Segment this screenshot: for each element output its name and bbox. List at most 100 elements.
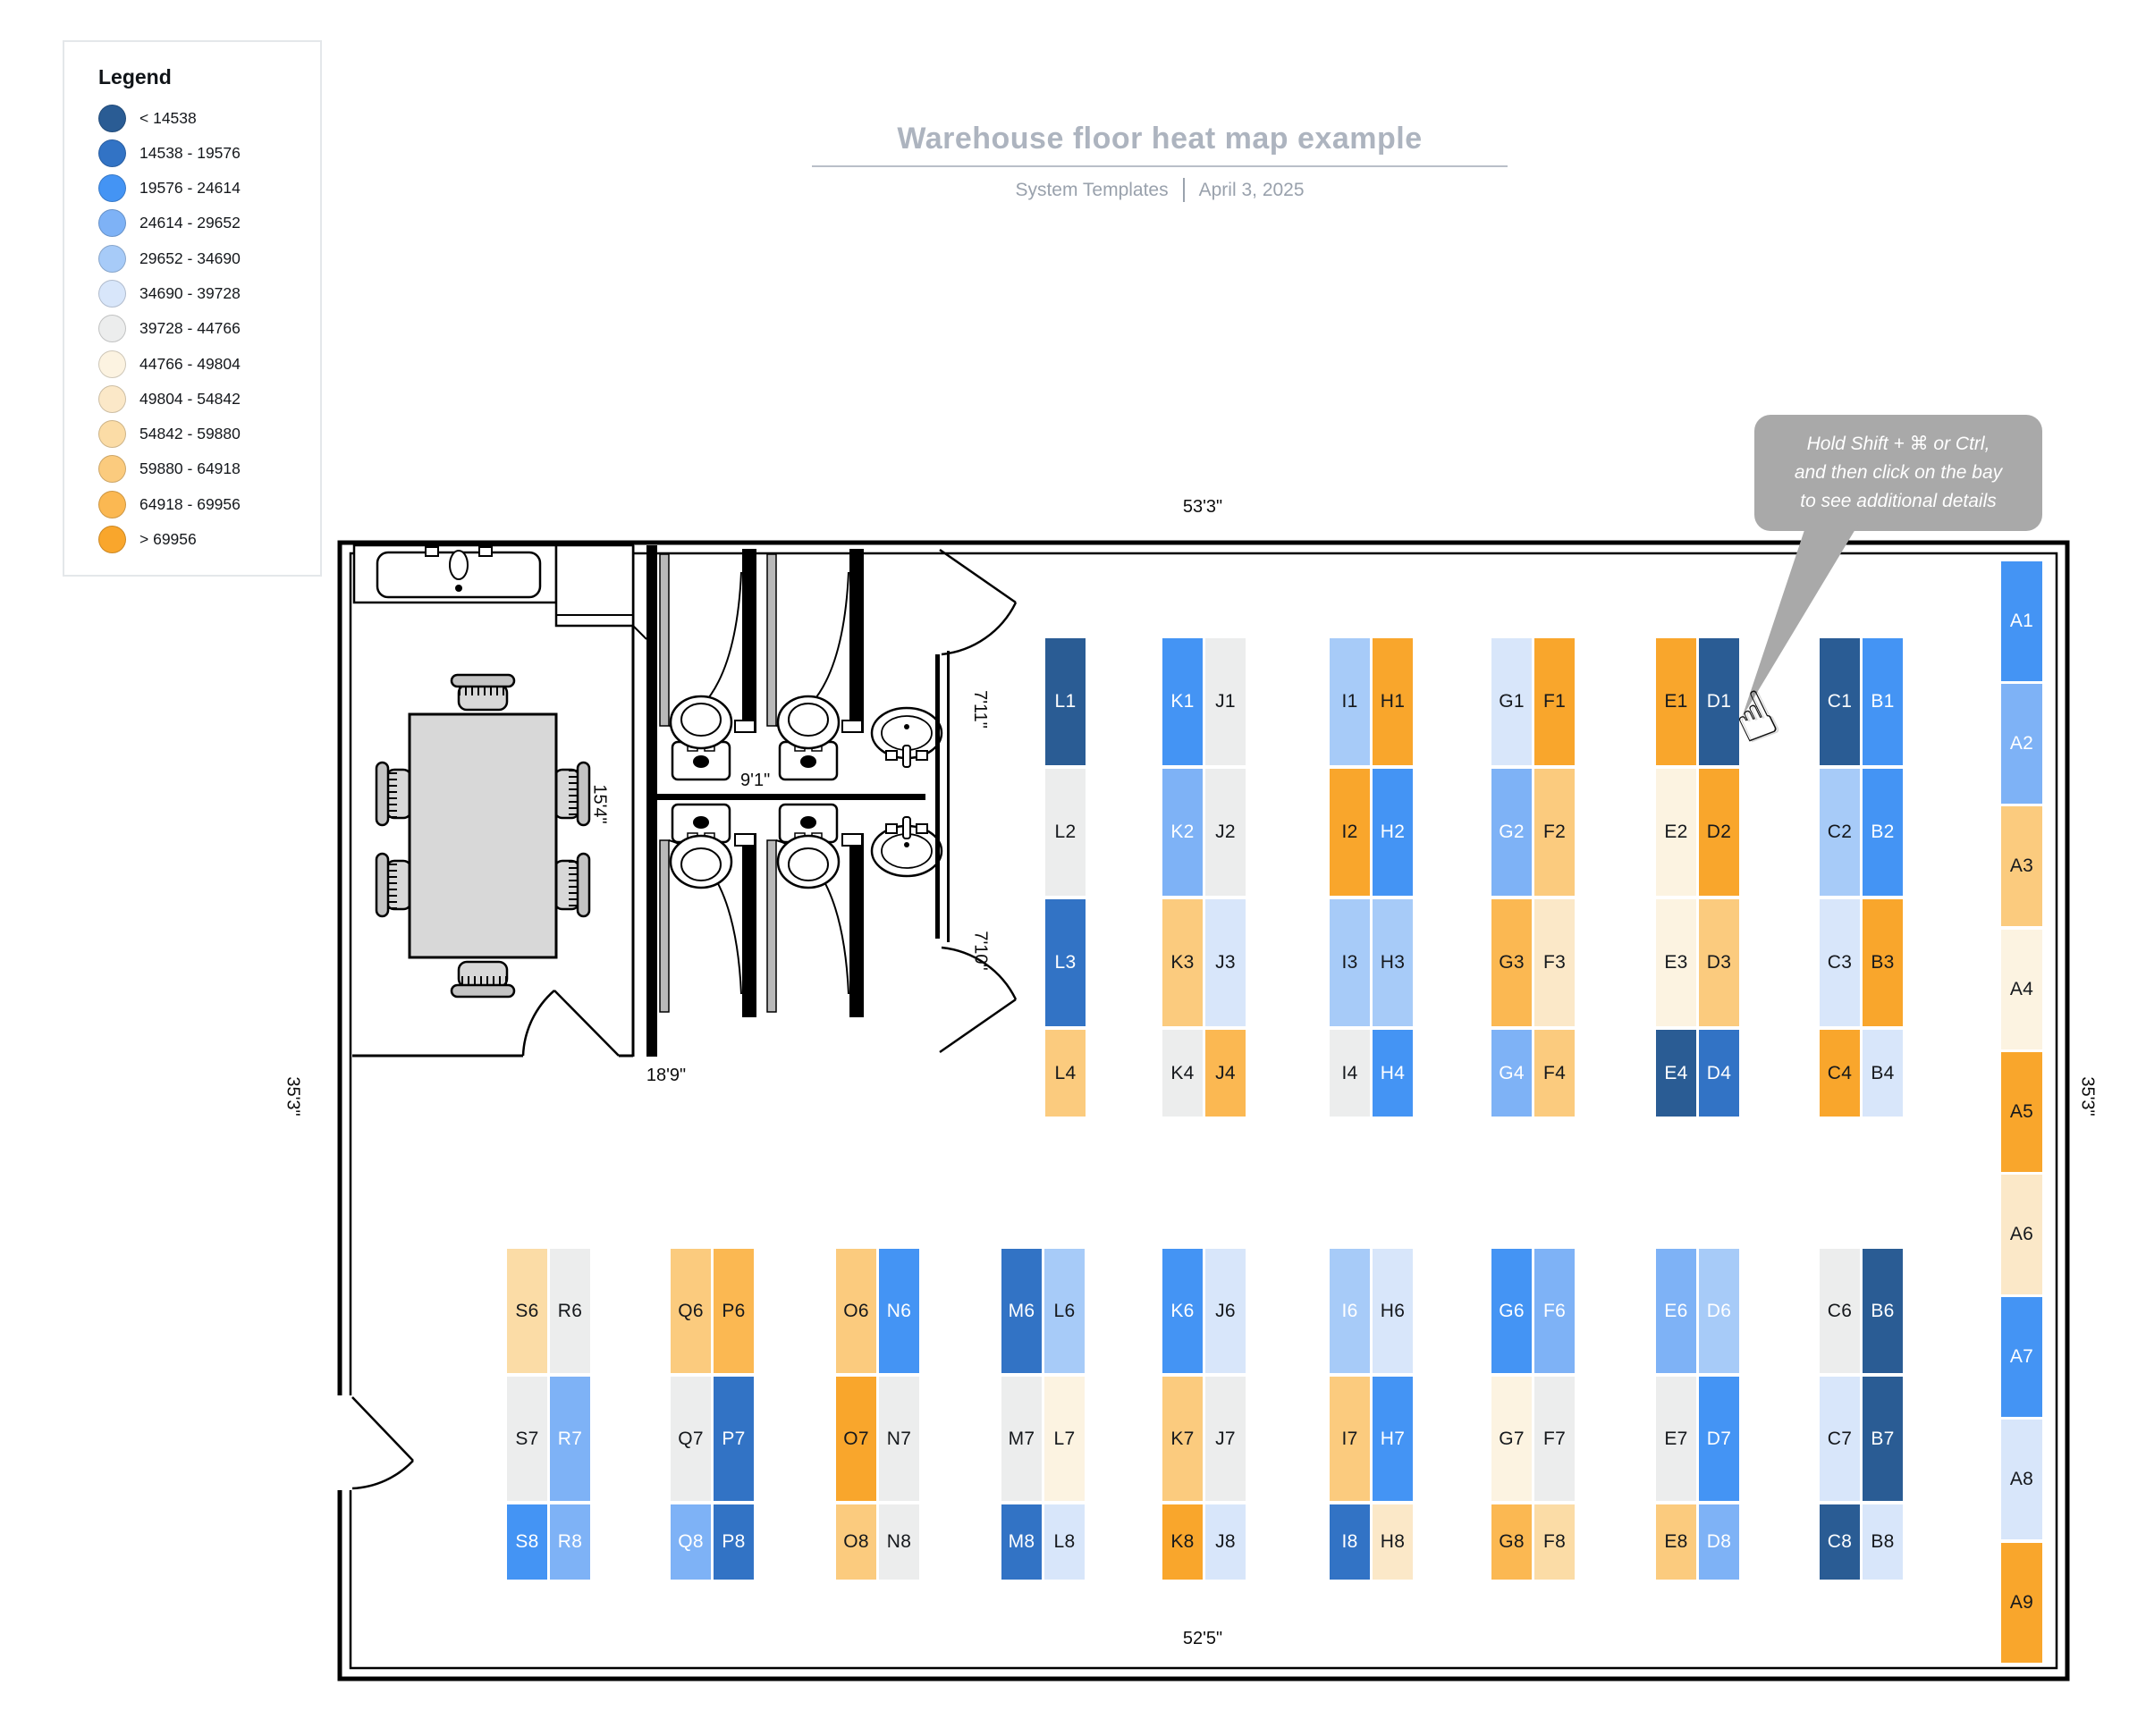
bay-L2[interactable]: L2 (1045, 769, 1086, 896)
bay-L4[interactable]: L4 (1045, 1030, 1086, 1117)
bay-K7[interactable]: K7 (1162, 1377, 1203, 1501)
bay-A9[interactable]: A9 (2001, 1543, 2042, 1663)
bay-A4[interactable]: A4 (2001, 930, 2042, 1049)
bay-K2[interactable]: K2 (1162, 769, 1203, 896)
bay-H8[interactable]: H8 (1373, 1504, 1413, 1580)
bay-C2[interactable]: C2 (1820, 769, 1860, 896)
bay-N8[interactable]: N8 (879, 1504, 919, 1580)
bay-J6[interactable]: J6 (1205, 1249, 1246, 1373)
bay-A7[interactable]: A7 (2001, 1297, 2042, 1417)
bay-R8[interactable]: R8 (550, 1504, 590, 1580)
bay-G6[interactable]: G6 (1491, 1249, 1532, 1373)
bay-D8[interactable]: D8 (1699, 1504, 1739, 1580)
bay-L6[interactable]: L6 (1044, 1249, 1085, 1373)
bay-G7[interactable]: G7 (1491, 1377, 1532, 1501)
bay-Q8[interactable]: Q8 (671, 1504, 711, 1580)
bay-C4[interactable]: C4 (1820, 1030, 1860, 1117)
bay-H3[interactable]: H3 (1373, 899, 1413, 1026)
bay-F3[interactable]: F3 (1534, 899, 1575, 1026)
bay-E3[interactable]: E3 (1656, 899, 1696, 1026)
bay-A1[interactable]: A1 (2001, 561, 2042, 681)
bay-J7[interactable]: J7 (1205, 1377, 1246, 1501)
bay-A2[interactable]: A2 (2001, 684, 2042, 804)
bay-J2[interactable]: J2 (1205, 769, 1246, 896)
bay-P8[interactable]: P8 (714, 1504, 754, 1580)
bay-N6[interactable]: N6 (879, 1249, 919, 1373)
bay-F8[interactable]: F8 (1534, 1504, 1575, 1580)
bay-A5[interactable]: A5 (2001, 1052, 2042, 1172)
bay-F7[interactable]: F7 (1534, 1377, 1575, 1501)
bay-B6[interactable]: B6 (1863, 1249, 1903, 1373)
bay-B7[interactable]: B7 (1863, 1377, 1903, 1501)
bay-B4[interactable]: B4 (1863, 1030, 1903, 1117)
bay-M8[interactable]: M8 (1001, 1504, 1042, 1580)
bay-K8[interactable]: K8 (1162, 1504, 1203, 1580)
bay-J1[interactable]: J1 (1205, 638, 1246, 765)
bay-A3[interactable]: A3 (2001, 806, 2042, 926)
bay-L7[interactable]: L7 (1044, 1377, 1085, 1501)
bay-S8[interactable]: S8 (507, 1504, 547, 1580)
bay-C8[interactable]: C8 (1820, 1504, 1860, 1580)
bay-Q6[interactable]: Q6 (671, 1249, 711, 1373)
bay-J3[interactable]: J3 (1205, 899, 1246, 1026)
bay-M7[interactable]: M7 (1001, 1377, 1042, 1501)
bay-F6[interactable]: F6 (1534, 1249, 1575, 1373)
bay-P7[interactable]: P7 (714, 1377, 754, 1501)
bay-C1[interactable]: C1 (1820, 638, 1860, 765)
bay-R7[interactable]: R7 (550, 1377, 590, 1501)
bay-C6[interactable]: C6 (1820, 1249, 1860, 1373)
bay-C3[interactable]: C3 (1820, 899, 1860, 1026)
bay-M6[interactable]: M6 (1001, 1249, 1042, 1373)
bay-D1[interactable]: D1 (1699, 638, 1739, 765)
bay-I7[interactable]: I7 (1330, 1377, 1370, 1501)
bay-J4[interactable]: J4 (1205, 1030, 1246, 1117)
bay-I1[interactable]: I1 (1330, 638, 1370, 765)
bay-B8[interactable]: B8 (1863, 1504, 1903, 1580)
bay-H7[interactable]: H7 (1373, 1377, 1413, 1501)
bay-I4[interactable]: I4 (1330, 1030, 1370, 1117)
bay-O6[interactable]: O6 (836, 1249, 876, 1373)
bay-S6[interactable]: S6 (507, 1249, 547, 1373)
bay-B3[interactable]: B3 (1863, 899, 1903, 1026)
bay-P6[interactable]: P6 (714, 1249, 754, 1373)
bay-E7[interactable]: E7 (1656, 1377, 1696, 1501)
bay-E6[interactable]: E6 (1656, 1249, 1696, 1373)
bay-L1[interactable]: L1 (1045, 638, 1086, 765)
bay-A8[interactable]: A8 (2001, 1420, 2042, 1539)
bay-E8[interactable]: E8 (1656, 1504, 1696, 1580)
bay-N7[interactable]: N7 (879, 1377, 919, 1501)
bay-D4[interactable]: D4 (1699, 1030, 1739, 1117)
bay-O7[interactable]: O7 (836, 1377, 876, 1501)
bay-E1[interactable]: E1 (1656, 638, 1696, 765)
bay-D2[interactable]: D2 (1699, 769, 1739, 896)
bay-C7[interactable]: C7 (1820, 1377, 1860, 1501)
bay-E4[interactable]: E4 (1656, 1030, 1696, 1117)
bay-F1[interactable]: F1 (1534, 638, 1575, 765)
bay-G4[interactable]: G4 (1491, 1030, 1532, 1117)
bay-I6[interactable]: I6 (1330, 1249, 1370, 1373)
bay-Q7[interactable]: Q7 (671, 1377, 711, 1501)
bay-D6[interactable]: D6 (1699, 1249, 1739, 1373)
bay-H1[interactable]: H1 (1373, 638, 1413, 765)
bay-D7[interactable]: D7 (1699, 1377, 1739, 1501)
bay-F2[interactable]: F2 (1534, 769, 1575, 896)
bay-J8[interactable]: J8 (1205, 1504, 1246, 1580)
bay-I2[interactable]: I2 (1330, 769, 1370, 896)
bay-L3[interactable]: L3 (1045, 899, 1086, 1026)
bay-K1[interactable]: K1 (1162, 638, 1203, 765)
bay-G3[interactable]: G3 (1491, 899, 1532, 1026)
bay-G2[interactable]: G2 (1491, 769, 1532, 896)
bay-H2[interactable]: H2 (1373, 769, 1413, 896)
bay-H4[interactable]: H4 (1373, 1030, 1413, 1117)
bay-B1[interactable]: B1 (1863, 638, 1903, 765)
bay-G8[interactable]: G8 (1491, 1504, 1532, 1580)
bay-R6[interactable]: R6 (550, 1249, 590, 1373)
bay-D3[interactable]: D3 (1699, 899, 1739, 1026)
bay-S7[interactable]: S7 (507, 1377, 547, 1501)
bay-I8[interactable]: I8 (1330, 1504, 1370, 1580)
bay-A6[interactable]: A6 (2001, 1175, 2042, 1294)
bay-K6[interactable]: K6 (1162, 1249, 1203, 1373)
bay-K3[interactable]: K3 (1162, 899, 1203, 1026)
bay-K4[interactable]: K4 (1162, 1030, 1203, 1117)
bay-G1[interactable]: G1 (1491, 638, 1532, 765)
